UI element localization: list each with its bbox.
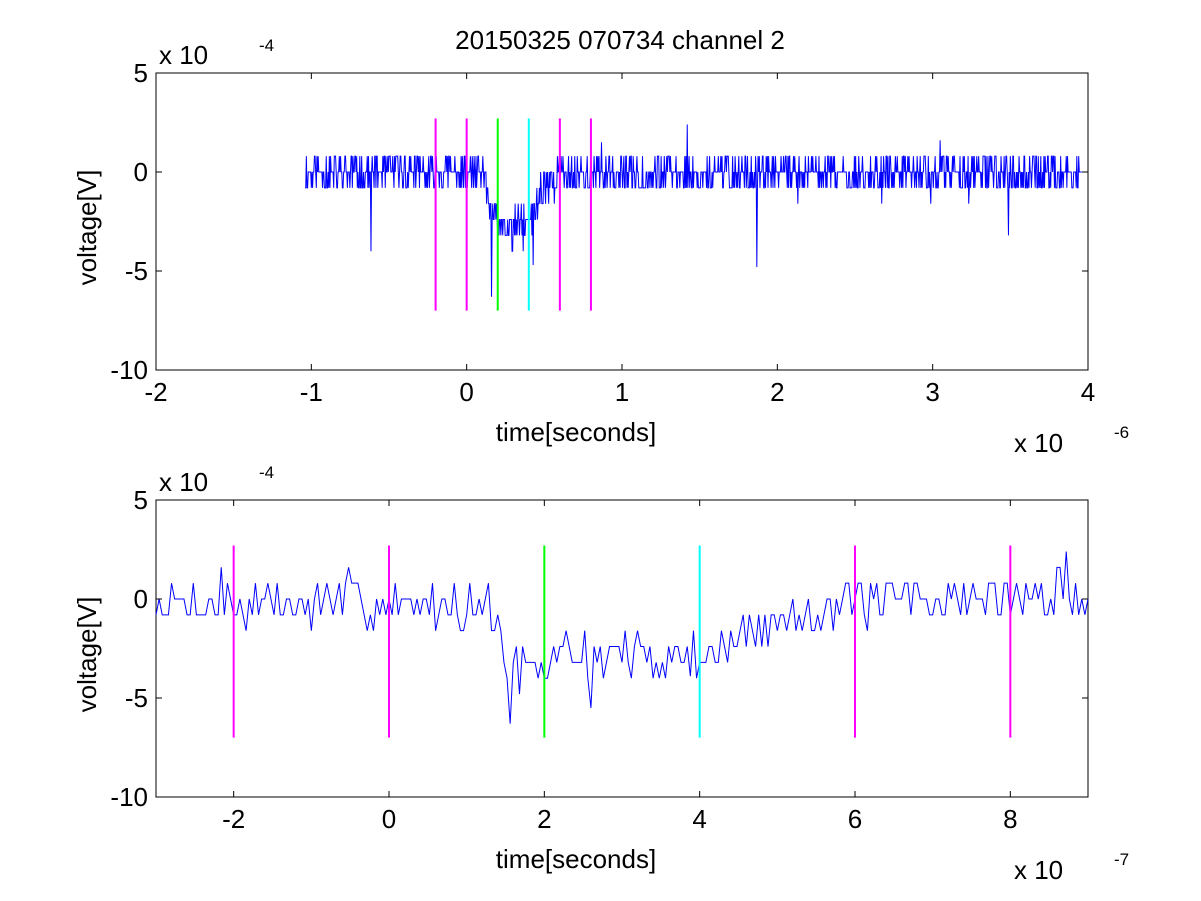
y-tick-label: -5: [125, 256, 148, 286]
x-tick-label: 3: [925, 377, 939, 407]
x-tick-label: -2: [222, 804, 245, 834]
y-tick-label: -10: [110, 355, 148, 385]
y-tick-label: 0: [134, 584, 148, 614]
y-exponent-power: -4: [259, 36, 274, 55]
x-tick-label: 8: [1003, 804, 1017, 834]
x-tick-label: 2: [770, 377, 784, 407]
y-tick-label: -10: [110, 782, 148, 812]
y-tick-label: 5: [134, 485, 148, 515]
y-tick-label: -5: [125, 683, 148, 713]
signal-trace-line: [305, 124, 1082, 297]
signal-trace-line: [155, 551, 1089, 724]
x-exponent-multiplier: x 10: [1014, 428, 1063, 458]
x-tick-label: 1: [615, 377, 629, 407]
x-tick-label: 4: [1081, 377, 1095, 407]
axes-bottom: -2 0 2 4 6 8 -10 -5 0 5 time[seconds] voltage[V] x 1…: [72, 463, 1129, 885]
x-axis-label: time[seconds]: [496, 844, 656, 874]
x-exponent-power: -6: [1114, 423, 1129, 442]
x-tick-label: 4: [692, 804, 706, 834]
x-tick-label: 0: [382, 804, 396, 834]
y-tick-label: 5: [134, 58, 148, 88]
x-exponent-power: -7: [1114, 850, 1129, 869]
x-tick-label: -1: [300, 377, 323, 407]
x-tick-label: -2: [144, 377, 167, 407]
x-tick-label: 6: [848, 804, 862, 834]
x-tick-label: 0: [459, 377, 473, 407]
x-tick-label: 2: [537, 804, 551, 834]
y-exponent-multiplier: x 10: [159, 40, 208, 70]
y-axis-label: voltage[V]: [72, 597, 102, 713]
plot-area-frame: [155, 499, 1089, 798]
y-tick-label: 0: [134, 157, 148, 187]
figure-title: 20150325 070734 channel 2: [455, 25, 785, 55]
x-exponent-multiplier: x 10: [1014, 855, 1063, 885]
y-exponent-power: -4: [259, 463, 274, 482]
y-exponent-multiplier: x 10: [159, 467, 208, 497]
axes-top: -2 -1 0 1 2 3 4-10-505time[seconds]voltage[V]x…: [72, 36, 1129, 458]
y-axis-label: voltage[V]: [72, 170, 102, 286]
x-axis-label: time[seconds]: [496, 417, 656, 447]
